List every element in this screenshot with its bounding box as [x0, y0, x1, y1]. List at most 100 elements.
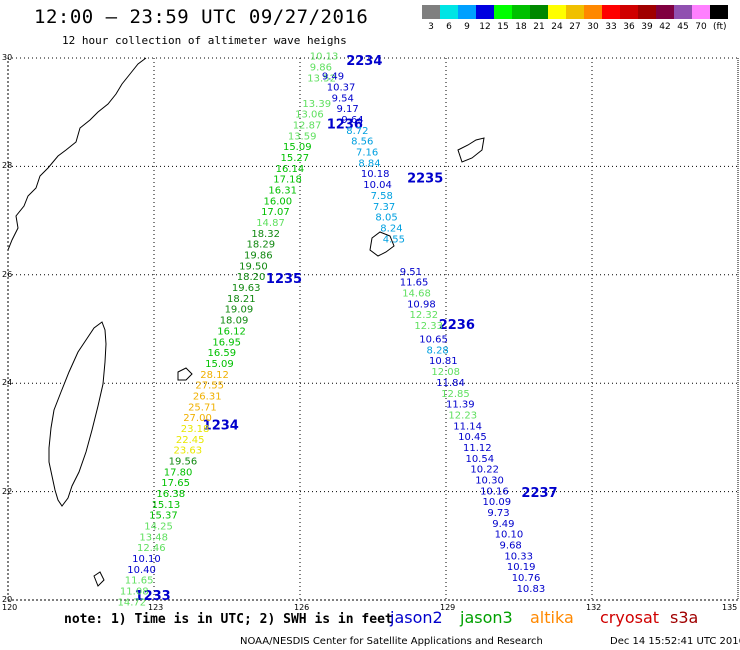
scale-label: 42: [659, 22, 671, 32]
wave-height-value: 15.09: [205, 359, 234, 370]
scale-swatch: [494, 5, 512, 19]
wave-height-value: 16.12: [217, 326, 246, 337]
wave-height-value: 9.73: [487, 508, 509, 519]
wave-height-color-scale: 3 6 9 12 15 18 21 24 27 30 33 36 39 42 45 70: [422, 5, 728, 32]
scale-bin: 6: [440, 5, 458, 32]
wave-height-value: 8.28: [427, 345, 449, 356]
wave-height-value: 11.84: [436, 378, 465, 389]
wave-height-value: 12.32: [410, 310, 439, 321]
wave-height-value: 10.10: [495, 530, 524, 541]
wave-height-value: 16.59: [208, 348, 237, 359]
scale-label: 9: [464, 22, 470, 32]
scale-bin: 30: [584, 5, 602, 32]
scale-swatch: [710, 5, 728, 19]
wave-height-value: 10.98: [407, 299, 436, 310]
wave-height-value: 10.22: [470, 465, 499, 476]
wave-height-value: 27.55: [195, 381, 224, 392]
pass-number-label: 1236: [327, 117, 363, 132]
scale-swatch: [692, 5, 710, 19]
wave-height-value: 11.65: [400, 278, 429, 289]
wave-height-value: 9.86: [310, 62, 332, 73]
pass-number-label: 1235: [266, 272, 302, 287]
scale-swatch: [476, 5, 494, 19]
scale-bin: 33: [602, 5, 620, 32]
page-subtitle: 12 hour collection of altimeter wave hei…: [62, 34, 347, 47]
scale-swatch: [638, 5, 656, 19]
wave-height-value: 13.59: [288, 131, 317, 142]
scale-swatch: [656, 5, 674, 19]
scale-label: 12: [479, 22, 491, 32]
scale-bin: 18: [512, 5, 530, 32]
wave-height-value: 17.07: [261, 207, 290, 218]
scale-bin: [710, 5, 728, 32]
wave-height-value: 12.23: [448, 410, 477, 421]
scale-label: 21: [533, 22, 545, 32]
scale-bin: 42: [656, 5, 674, 32]
wave-height-value: 12.85: [441, 389, 470, 400]
lat-tick-label: 26: [2, 269, 13, 279]
scale-bin: 15: [494, 5, 512, 32]
pass-number-label: 2237: [521, 486, 557, 501]
wave-height-value: 18.20: [237, 272, 266, 283]
scale-swatch: [584, 5, 602, 19]
scale-label: 36: [623, 22, 635, 32]
lat-tick-label: 22: [2, 486, 13, 496]
wave-height-value: 19.09: [225, 305, 254, 316]
wave-height-value: 11.14: [453, 421, 482, 432]
wave-height-value: 7.37: [373, 202, 395, 213]
wave-height-value: 13.48: [139, 532, 168, 543]
wave-height-value: 10.65: [419, 335, 448, 346]
wave-height-value: 9.17: [337, 104, 359, 115]
wave-height-value: 10.83: [517, 584, 546, 595]
wave-height-value: 8.05: [375, 213, 397, 224]
pass-number-label: 2234: [346, 54, 382, 69]
wave-height-value: 17.65: [161, 478, 190, 489]
wave-height-value: 12.33: [414, 321, 443, 332]
wave-height-value: 16.31: [268, 186, 297, 197]
wave-height-value: 27.00: [183, 413, 212, 424]
legend-jason2: jason2: [390, 608, 443, 627]
wave-height-value: 19.86: [244, 251, 273, 262]
wave-height-value: 19.63: [232, 283, 261, 294]
yaeyama-island: [177, 367, 193, 381]
scale-bin: 12: [476, 5, 494, 32]
generation-timestamp: Dec 14 15:52:41 UTC 2016: [610, 636, 740, 647]
wave-height-value: 9.49: [492, 519, 514, 530]
taiwan-coastline: [48, 321, 107, 507]
scale-swatch: [566, 5, 584, 19]
scale-label: 39: [641, 22, 653, 32]
page-title: 12:00 – 23:59 UTC 09/27/2016: [34, 6, 369, 28]
scale-swatch: [530, 5, 548, 19]
wave-height-value: 9.51: [400, 267, 422, 278]
wave-height-value: 15.09: [283, 142, 312, 153]
legend-jason3: jason3: [460, 608, 513, 627]
scale-label: 3: [428, 22, 434, 32]
pass-number-label: 2236: [439, 318, 475, 333]
lon-tick-label: 132: [586, 603, 602, 612]
wave-height-value: 10.37: [327, 83, 356, 94]
scale-swatch: [620, 5, 638, 19]
scale-bin: 9: [458, 5, 476, 32]
scale-bin: 21: [530, 5, 548, 32]
wave-height-value: 10.18: [361, 169, 390, 180]
wave-height-value: 18.29: [246, 240, 275, 251]
scale-label: 33: [605, 22, 617, 32]
wave-height-value: 16.38: [156, 489, 185, 500]
scale-bin: 39: [638, 5, 656, 32]
wave-height-value: 10.10: [132, 554, 161, 565]
lon-tick-label: 123: [148, 603, 164, 612]
lat-tick-label: 28: [2, 161, 13, 171]
scale-swatch: [602, 5, 620, 19]
wave-height-value: 12.08: [431, 367, 460, 378]
wave-height-value: 13.39: [302, 99, 331, 110]
scale-bin: 36: [620, 5, 638, 32]
scale-bin: 70: [692, 5, 710, 32]
legend-altika: altika: [530, 608, 574, 627]
scale-swatch: [440, 5, 458, 19]
wave-height-value: 14.87: [256, 218, 285, 229]
wave-height-value: 12.46: [137, 543, 166, 554]
wave-height-value: 23.63: [173, 446, 202, 457]
wave-height-value: 12.87: [293, 120, 322, 131]
wave-height-value: 11.12: [463, 443, 492, 454]
scale-bin: 24: [548, 5, 566, 32]
